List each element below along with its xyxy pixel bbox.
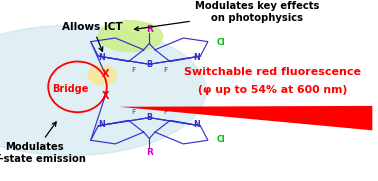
Polygon shape <box>119 106 372 130</box>
Text: (φ up to 54% at 600 nm): (φ up to 54% at 600 nm) <box>198 85 347 95</box>
Text: N: N <box>193 53 200 62</box>
Text: Cl: Cl <box>216 38 225 47</box>
Text: N: N <box>99 53 105 62</box>
Text: Cl: Cl <box>216 135 225 144</box>
Text: X: X <box>101 91 109 101</box>
Circle shape <box>0 25 206 156</box>
Text: B: B <box>146 60 152 69</box>
Text: R: R <box>146 25 153 34</box>
Text: Switchable red fluorescence: Switchable red fluorescence <box>184 67 361 77</box>
Text: N: N <box>99 120 105 129</box>
Text: X: X <box>101 69 109 79</box>
Text: N: N <box>193 120 200 129</box>
Text: F: F <box>163 67 167 73</box>
Text: F: F <box>131 67 136 73</box>
Text: B: B <box>146 113 152 122</box>
Circle shape <box>98 21 163 52</box>
Text: R: R <box>146 148 153 157</box>
Text: F: F <box>131 109 136 115</box>
Ellipse shape <box>88 65 116 85</box>
Text: F: F <box>163 109 167 115</box>
Text: Modulates key effects
on photophysics: Modulates key effects on photophysics <box>135 1 319 31</box>
Text: Allows ICT: Allows ICT <box>62 22 123 51</box>
Text: Bridge: Bridge <box>52 84 88 94</box>
Text: Modulates
ICT-state emission: Modulates ICT-state emission <box>0 122 85 164</box>
